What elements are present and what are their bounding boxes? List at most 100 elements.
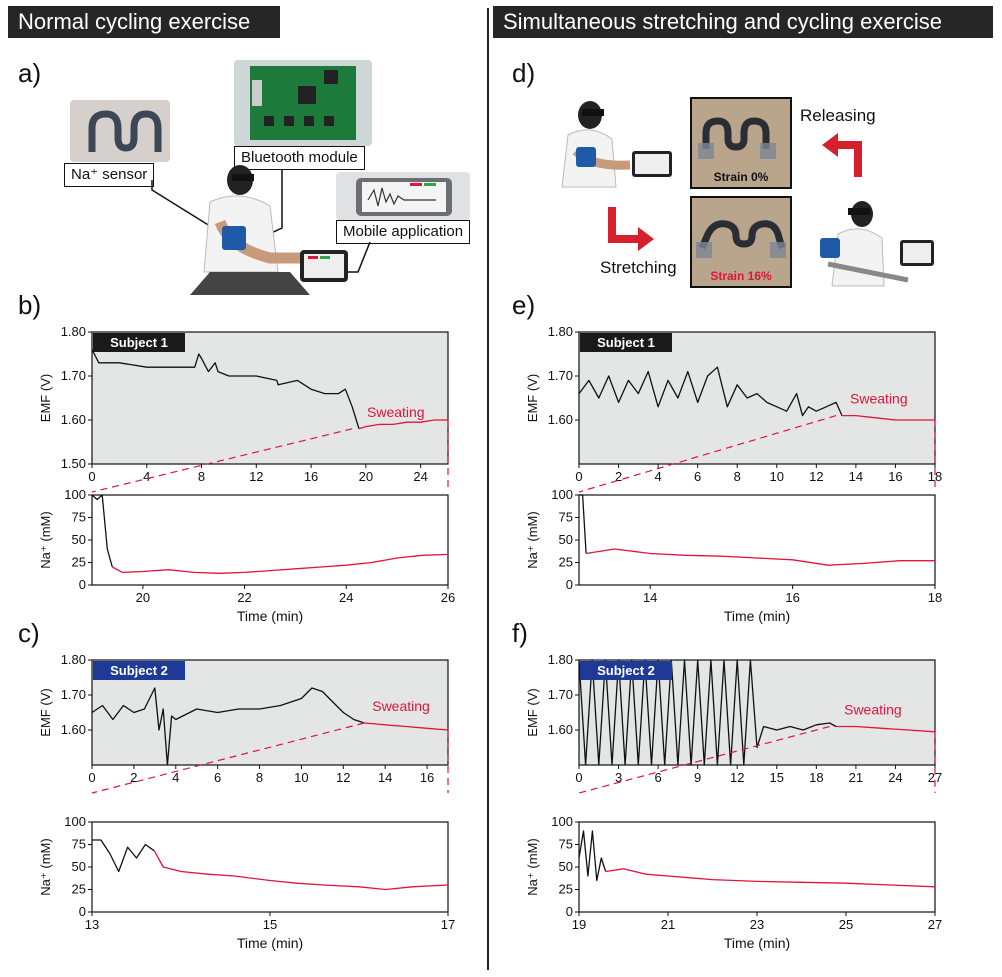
sensor-photo bbox=[70, 100, 170, 162]
header-normal-cycling: Normal cycling exercise bbox=[8, 6, 280, 38]
panel-label-b: b) bbox=[18, 290, 42, 320]
plot-area bbox=[578, 494, 936, 586]
x-tick-label: 18 bbox=[809, 770, 823, 785]
x-tick-label: 10 bbox=[294, 770, 308, 785]
x-tick-label: 0 bbox=[88, 469, 95, 484]
x-tick-label: 20 bbox=[359, 469, 373, 484]
y-axis-label: Na⁺ (mM) bbox=[525, 511, 540, 568]
y-tick-label: 0 bbox=[79, 577, 86, 592]
x-tick-label: 24 bbox=[413, 469, 427, 484]
series-line-pre-sweat bbox=[92, 839, 155, 873]
strain-0-label: Strain 0% bbox=[713, 170, 769, 184]
mobile-app-photo bbox=[336, 172, 470, 220]
x-tick-label: 16 bbox=[785, 590, 799, 605]
y-tick-label: 75 bbox=[559, 510, 573, 525]
x-tick-label: 6 bbox=[214, 770, 221, 785]
y-tick-label: 1.70 bbox=[548, 368, 573, 383]
series-line-pre-sweat bbox=[579, 494, 587, 554]
x-tick-label: 12 bbox=[730, 770, 744, 785]
strain-0-photo: Strain 0% bbox=[690, 97, 792, 189]
x-tick-label: 14 bbox=[849, 469, 863, 484]
y-tick-label: 1.80 bbox=[548, 652, 573, 667]
sweating-annotation: Sweating bbox=[372, 698, 430, 714]
strain-16-label: Strain 16% bbox=[710, 269, 772, 283]
y-axis-label: Na⁺ (mM) bbox=[38, 511, 53, 568]
x-tick-label: 12 bbox=[249, 469, 263, 484]
x-tick-label: 18 bbox=[928, 469, 942, 484]
callout-mobile-application: Mobile application bbox=[336, 220, 471, 244]
y-tick-label: 75 bbox=[72, 837, 86, 852]
callout-na-sensor: Na⁺ sensor bbox=[64, 163, 155, 187]
x-tick-label: 14 bbox=[378, 770, 392, 785]
x-tick-label: 27 bbox=[928, 770, 942, 785]
y-tick-label: 1.60 bbox=[548, 412, 573, 427]
x-tick-label: 12 bbox=[809, 469, 823, 484]
y-tick-label: 100 bbox=[64, 814, 86, 829]
subject-badge bbox=[580, 333, 672, 352]
y-tick-label: 0 bbox=[566, 904, 573, 919]
plot-area bbox=[578, 821, 936, 913]
subject-badge bbox=[93, 661, 185, 680]
panel-label-f: f) bbox=[512, 618, 528, 648]
x-tick-label: 0 bbox=[88, 770, 95, 785]
releasing-label: Releasing bbox=[800, 106, 876, 125]
y-tick-label: 1.80 bbox=[548, 324, 573, 339]
series-line-pre-sweat bbox=[578, 830, 607, 882]
x-tick-label: 22 bbox=[237, 590, 251, 605]
y-tick-label: 0 bbox=[566, 577, 573, 592]
sweating-annotation: Sweating bbox=[850, 391, 908, 407]
x-tick-label: 8 bbox=[198, 469, 205, 484]
zoom-guide-left bbox=[91, 428, 353, 493]
plot-area bbox=[91, 331, 449, 465]
y-tick-label: 50 bbox=[72, 859, 86, 874]
x-tick-label: 17 bbox=[441, 917, 455, 932]
series-line-sweating bbox=[111, 553, 449, 574]
y-tick-label: 1.70 bbox=[61, 687, 86, 702]
series-line-sweating bbox=[842, 414, 935, 421]
x-tick-label: 14 bbox=[643, 590, 657, 605]
x-tick-label: 8 bbox=[256, 770, 263, 785]
x-tick-label: 16 bbox=[420, 770, 434, 785]
y-tick-label: 1.70 bbox=[548, 687, 573, 702]
cyclist-stretching-illustration bbox=[820, 201, 934, 287]
series-line-sweating bbox=[364, 722, 449, 731]
y-tick-label: 25 bbox=[72, 882, 86, 897]
x-tick-label: 21 bbox=[849, 770, 863, 785]
y-tick-label: 50 bbox=[559, 532, 573, 547]
y-axis-label: EMF (V) bbox=[38, 688, 53, 736]
series-line-sweating bbox=[585, 548, 935, 566]
x-tick-label: 0 bbox=[575, 469, 582, 484]
plot-area bbox=[91, 821, 449, 913]
chart-c-emf: 0 2 4 6 8 10 12 14 16 1.60 1.70 1.80 EMF (V) Subject … bbox=[38, 652, 449, 794]
series-line-sweating bbox=[153, 850, 449, 891]
series-line-pre-sweat bbox=[91, 687, 365, 766]
y-tick-label: 75 bbox=[559, 837, 573, 852]
y-tick-label: 1.60 bbox=[548, 722, 573, 737]
y-axis-label: EMF (V) bbox=[525, 688, 540, 736]
x-tick-label: 18 bbox=[928, 590, 942, 605]
stretching-arrow-icon bbox=[608, 207, 654, 251]
y-axis-label: Na⁺ (mM) bbox=[38, 838, 53, 895]
y-tick-label: 100 bbox=[64, 487, 86, 502]
y-tick-label: 100 bbox=[551, 814, 573, 829]
callout-bluetooth-module: Bluetooth module bbox=[234, 146, 365, 170]
x-tick-label: 6 bbox=[694, 469, 701, 484]
y-tick-label: 25 bbox=[559, 882, 573, 897]
x-tick-label: 16 bbox=[304, 469, 318, 484]
chart-b-sodium: 20 22 24 26 0 25 50 75 100 Na⁺ (mM) Time (min) bbox=[38, 487, 455, 624]
x-tick-label: 4 bbox=[172, 770, 179, 785]
y-tick-label: 1.60 bbox=[61, 722, 86, 737]
panel-label-e: e) bbox=[512, 290, 536, 320]
x-axis-label: Time (min) bbox=[237, 608, 303, 624]
x-tick-label: 24 bbox=[339, 590, 353, 605]
series-line-pre-sweat bbox=[91, 349, 360, 429]
panel-label-a: a) bbox=[18, 58, 42, 88]
x-tick-label: 23 bbox=[750, 917, 764, 932]
releasing-arrow-icon bbox=[822, 133, 862, 177]
y-tick-label: 50 bbox=[72, 532, 86, 547]
x-tick-label: 13 bbox=[85, 917, 99, 932]
y-tick-label: 25 bbox=[559, 555, 573, 570]
x-tick-label: 8 bbox=[734, 469, 741, 484]
chart-e-emf: 0 2 4 6 8 10 12 14 16 18 1.60 1.70 1.80 EMF (V) Subjec… bbox=[525, 324, 942, 493]
x-tick-label: 3 bbox=[615, 770, 622, 785]
